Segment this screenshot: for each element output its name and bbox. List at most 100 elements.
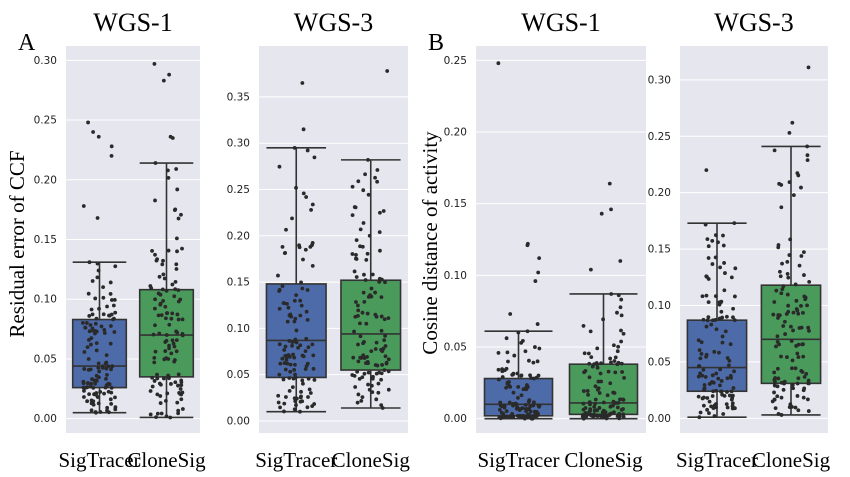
data-point [294,293,299,298]
data-point [276,393,281,398]
data-point [306,376,311,381]
data-point [369,383,374,388]
data-point [598,413,603,418]
data-point [383,334,388,338]
data-point [589,355,594,360]
data-point [581,413,585,417]
data-point [85,345,90,350]
data-point [95,216,100,220]
data-point [375,363,380,368]
data-point [519,393,524,398]
data-point [597,391,602,395]
data-point [599,379,604,384]
data-point [786,275,791,280]
data-point [588,267,593,272]
data-point [179,212,183,217]
data-point [153,349,158,354]
data-point [537,256,542,261]
data-point [723,329,728,334]
data-point [779,380,784,385]
data-point [729,275,734,280]
data-point [108,397,113,402]
data-point [101,285,105,290]
data-point [386,387,391,392]
data-point [616,293,621,298]
data-point [104,376,108,381]
data-point [176,317,181,322]
data-point [166,176,171,180]
data-point [731,306,735,311]
data-point [164,414,169,419]
data-point [94,391,99,395]
data-point [778,269,782,274]
data-point [783,332,788,336]
data-point [776,316,780,320]
data-point [799,254,804,258]
data-point [103,361,108,366]
data-point [581,324,586,328]
data-point [779,291,784,296]
data-point [612,359,617,363]
data-point [710,238,715,243]
data-point [595,387,600,392]
data-point [615,349,620,354]
data-point [806,378,811,383]
data-point [311,366,316,371]
data-point [309,208,313,212]
data-point [366,192,371,197]
data-point [81,321,85,325]
data-point [158,401,163,405]
data-point [358,334,363,339]
data-point [152,62,157,66]
data-point [290,385,295,389]
data-point [110,364,115,369]
data-point [581,401,586,406]
data-point [379,314,384,319]
data-point [287,376,292,380]
data-point [82,367,87,371]
data-point [799,303,803,308]
data-point [787,405,792,410]
data-point [367,233,372,238]
data-point [151,332,156,337]
data-point [613,370,618,375]
data-point [288,369,293,374]
data-point [620,397,625,402]
data-point [162,357,167,362]
data-point [805,303,809,308]
data-point [311,353,316,358]
data-point [283,344,288,349]
data-point [611,343,616,348]
data-point [356,314,360,318]
data-point [283,367,288,372]
data-point [101,295,106,300]
data-point [89,381,94,386]
data-point [94,378,99,383]
data-point [582,351,587,356]
data-point [588,408,593,413]
data-point [288,362,293,367]
data-point [95,275,100,280]
data-point [296,345,300,350]
data-point [587,400,592,405]
data-point [794,307,799,311]
data-point [799,185,803,190]
data-point [164,333,169,337]
data-point [177,390,182,395]
data-point [733,266,738,271]
data-point [155,411,160,416]
data-point [161,258,165,263]
data-point [109,144,114,149]
data-point [179,383,184,388]
data-point [586,351,591,356]
data-point [733,294,737,299]
data-point [301,354,306,359]
data-point [96,134,101,139]
data-point [725,405,730,410]
data-point [180,333,185,338]
data-point [305,317,310,322]
data-point [364,321,369,326]
data-point [510,373,515,377]
data-point [172,358,177,362]
y-tick-label: 0.30 [227,138,250,150]
